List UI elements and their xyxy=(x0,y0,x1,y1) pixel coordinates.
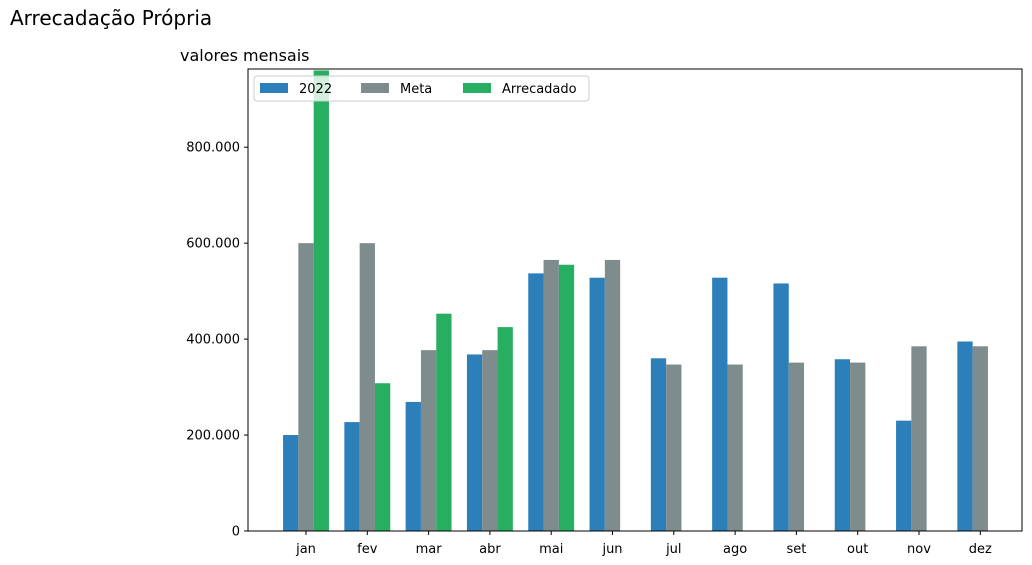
legend-swatch-2022 xyxy=(260,83,288,93)
legend-swatch-arrecadado xyxy=(463,83,491,93)
chart-subtitle: valores mensais xyxy=(180,46,310,65)
y-tick-label: 800.000 xyxy=(186,141,240,156)
bar-meta-mai xyxy=(543,259,559,531)
bar-2022-set xyxy=(773,283,789,531)
x-tick-label: fev xyxy=(357,542,378,557)
x-tick-label: mar xyxy=(416,542,443,557)
x-tick-label: nov xyxy=(907,542,931,557)
bar-2022-fev xyxy=(344,422,360,531)
bar-meta-jun xyxy=(604,259,621,531)
bar-arrecadado-mai xyxy=(558,264,575,531)
bar-meta-jan xyxy=(298,243,314,531)
bar-2022-mar xyxy=(405,401,421,531)
x-tick-label: dez xyxy=(969,542,992,557)
bar-meta-ago xyxy=(727,364,743,531)
bar-meta-fev xyxy=(359,243,375,531)
x-tick-label: jul xyxy=(665,542,681,557)
x-tick-label: out xyxy=(847,542,868,557)
legend-box xyxy=(253,75,590,102)
legend-label-meta: Meta xyxy=(400,82,432,97)
bar-2022-ago xyxy=(712,277,728,531)
bar-meta-mar xyxy=(420,350,437,531)
bar-meta-jul xyxy=(666,364,682,531)
y-tick-label: 0 xyxy=(232,525,240,540)
y-tick-label: 200.000 xyxy=(186,429,240,444)
x-tick-label: mai xyxy=(539,542,563,557)
chart-suptitle: Arrecadação Própria xyxy=(10,6,213,30)
y-tick-label: 600.000 xyxy=(186,237,240,252)
bar-2022-mai xyxy=(528,273,544,531)
bar-2022-abr xyxy=(466,354,483,531)
bars-group xyxy=(283,70,988,531)
x-tick-label: jun xyxy=(601,542,622,557)
bar-meta-out xyxy=(850,362,866,531)
x-tick-label: set xyxy=(786,542,806,557)
bar-arrecadado-abr xyxy=(497,327,513,531)
legend-label-arrecadado: Arrecadado xyxy=(502,82,577,97)
bar-2022-jan xyxy=(283,435,299,531)
legend-label-2022: 2022 xyxy=(299,82,332,97)
axes-frame xyxy=(247,68,1023,532)
x-tick-label: jan xyxy=(295,542,316,557)
bar-arrecadado-jan xyxy=(313,70,329,531)
legend-swatch-meta xyxy=(361,83,389,93)
bar-meta-dez xyxy=(972,346,988,531)
bar-meta-nov xyxy=(911,346,927,531)
x-tick-label: ago xyxy=(723,542,747,557)
bar-arrecadado-mar xyxy=(436,313,452,531)
bar-2022-out xyxy=(834,359,851,531)
x-tick-label: abr xyxy=(479,542,501,557)
y-tick-label: 400.000 xyxy=(186,333,240,348)
bar-meta-abr xyxy=(482,350,498,531)
bar-meta-set xyxy=(788,362,805,531)
bar-2022-dez xyxy=(957,341,973,531)
bar-2022-jul xyxy=(650,358,667,531)
bar-arrecadado-fev xyxy=(374,383,391,531)
bar-2022-nov xyxy=(896,420,912,531)
bar-2022-jun xyxy=(589,277,605,531)
